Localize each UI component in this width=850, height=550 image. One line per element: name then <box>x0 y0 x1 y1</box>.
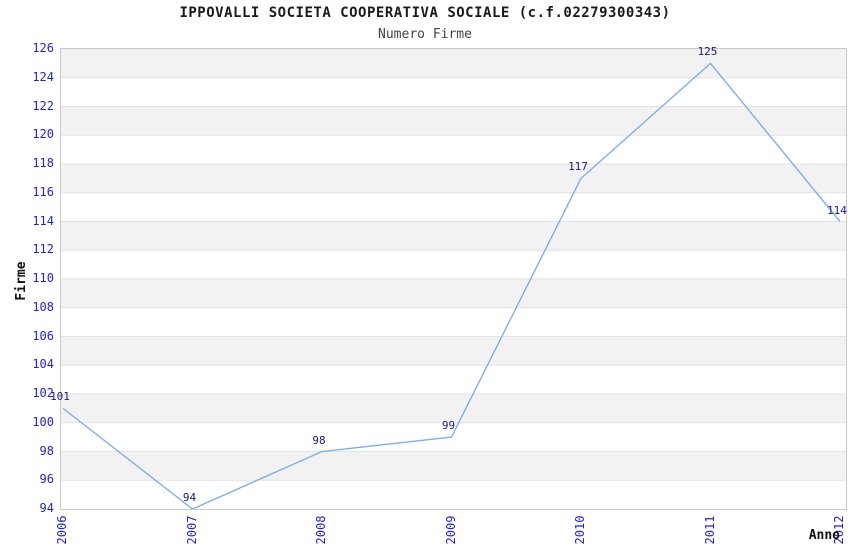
y-tick-label: 98 <box>39 443 54 458</box>
y-tick-label: 112 <box>32 242 54 257</box>
y-tick-label: 108 <box>32 299 54 314</box>
x-tick-label: 2008 <box>314 515 328 545</box>
y-tick-label: 94 <box>39 501 54 515</box>
x-tick-label: 2006 <box>55 515 69 545</box>
y-tick-label: 124 <box>32 69 54 84</box>
line-chart-svg <box>61 49 846 509</box>
data-point-value-label: 99 <box>441 419 456 433</box>
y-tick-label: 110 <box>32 271 54 285</box>
y-tick-label: 104 <box>32 357 54 372</box>
data-point-value-label: 98 <box>312 433 326 447</box>
y-tick-label: 114 <box>32 213 54 228</box>
y-tick-label: 102 <box>32 386 54 400</box>
data-point-value-label: 101 <box>50 390 70 404</box>
y-tick-label: 118 <box>32 156 54 170</box>
x-tick-label: 2011 <box>702 515 717 545</box>
chart-title: IPPOVALLI SOCIETA COOPERATIVA SOCIALE (c… <box>179 5 671 21</box>
x-tick-label: 2007 <box>184 515 199 545</box>
y-tick-label: 126 <box>32 41 54 55</box>
y-tick-label: 96 <box>39 472 54 487</box>
x-tick-label: 2009 <box>443 515 458 545</box>
y-tick-label: 120 <box>32 127 54 142</box>
data-point-value-label: 117 <box>568 160 588 174</box>
chart-subtitle: Numero Firme <box>378 27 472 42</box>
y-tick-label: 116 <box>32 184 54 199</box>
data-point-value-label: 125 <box>697 45 718 59</box>
y-tick-label: 122 <box>32 98 54 113</box>
x-tick-label: 2010 <box>573 515 587 545</box>
y-axis-title: Firme <box>14 261 29 301</box>
x-axis-title: Anno <box>808 528 840 543</box>
plot-area <box>60 48 847 510</box>
data-point-value-label: 114 <box>827 203 847 217</box>
y-tick-label: 106 <box>32 328 54 343</box>
data-point-value-label: 94 <box>182 491 197 504</box>
y-tick-label: 100 <box>32 414 54 429</box>
